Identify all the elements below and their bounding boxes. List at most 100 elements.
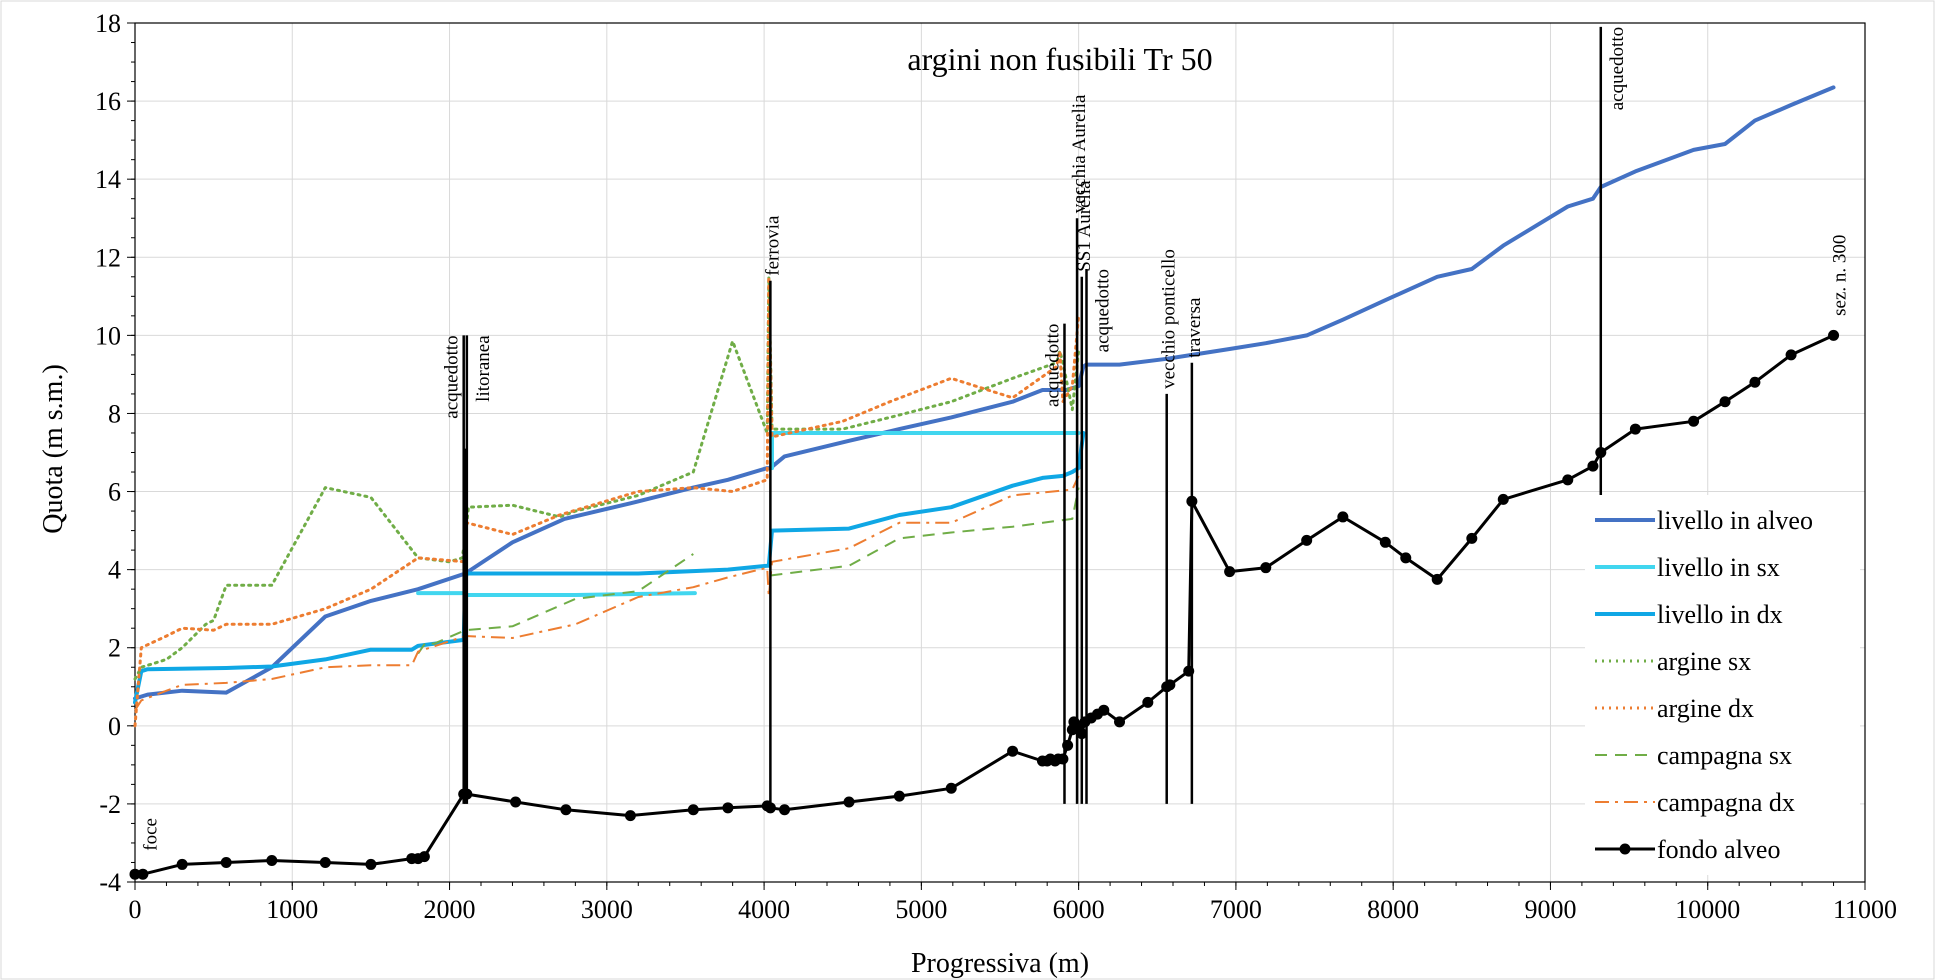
data-point-fondo-alveo	[1497, 493, 1509, 505]
data-point-fondo-alveo	[1224, 566, 1236, 578]
x-tick-label: 10000	[1675, 895, 1740, 924]
legend-label: livello in sx	[1657, 553, 1780, 582]
legend-background	[1585, 495, 1860, 875]
axis-layer: -4 -2 0 2 4 6 8 10 12 14 16 18 0 1000 2000 3000 4000 5000…	[95, 9, 1897, 924]
structure-marker-label: litoranea	[473, 335, 494, 402]
data-point-fondo-alveo	[176, 858, 188, 870]
x-tick-label: 4000	[738, 895, 790, 924]
annotation-label: foce	[140, 818, 161, 851]
data-point-fondo-alveo	[1466, 532, 1478, 544]
data-point-fondo-alveo	[1098, 704, 1110, 716]
structure-marker-label: vecchia Aurelia	[1069, 94, 1090, 213]
y-tick-label: 14	[95, 165, 121, 194]
structure-marker-label: acquedotto	[1607, 27, 1628, 110]
structure-marker-label: vecchio ponticello	[1159, 249, 1180, 389]
x-tick-label: 2000	[424, 895, 476, 924]
y-tick-label: -4	[99, 868, 121, 897]
data-point-fondo-alveo	[1629, 423, 1641, 435]
data-point-fondo-alveo	[220, 856, 232, 868]
data-point-fondo-alveo	[1379, 536, 1391, 548]
y-tick-label: 10	[95, 321, 121, 350]
data-point-fondo-alveo	[418, 851, 430, 863]
series-line-livello-in-sx	[770, 431, 1081, 471]
legend-label: livello in alveo	[1657, 506, 1813, 535]
x-tick-label: 6000	[1053, 895, 1105, 924]
legend-label: argine sx	[1657, 647, 1751, 676]
data-point-fondo-alveo	[365, 858, 377, 870]
data-point-fondo-alveo	[764, 802, 776, 814]
data-point-fondo-alveo	[779, 804, 791, 816]
data-point-fondo-alveo	[1431, 573, 1443, 585]
x-tick-label: 3000	[581, 895, 633, 924]
data-point-fondo-alveo	[1114, 716, 1126, 728]
data-point-fondo-alveo	[1749, 376, 1761, 388]
annotation-label: sez. n. 300	[1830, 235, 1851, 316]
series-line-livello-in-sx	[416, 591, 697, 597]
y-tick-label: 0	[108, 712, 121, 741]
x-tick-label: 7000	[1210, 895, 1262, 924]
data-point-fondo-alveo	[266, 855, 278, 867]
x-axis-title: Progressiva (m)	[911, 948, 1089, 979]
chart-title: argini non fusibili Tr 50	[907, 41, 1212, 77]
legend-label: argine dx	[1657, 694, 1754, 723]
marker-layer: acquedotto litoranea ferrovia acquedotto vec…	[442, 26, 1628, 804]
data-point-fondo-alveo	[687, 804, 699, 816]
y-tick-label: 18	[95, 9, 121, 38]
structure-marker-label: acquedotto	[1042, 324, 1063, 407]
data-point-fondo-alveo	[1562, 474, 1574, 486]
data-point-fondo-alveo	[319, 856, 331, 868]
structure-marker-label: SS1 Aurelia	[1074, 180, 1095, 272]
structure-marker-label: ferrovia	[762, 215, 783, 276]
y-tick-label: 8	[108, 399, 121, 428]
y-tick-label: -2	[99, 790, 121, 819]
legend-swatch-marker	[1619, 843, 1631, 855]
data-point-fondo-alveo	[1785, 349, 1797, 361]
legend-label: campagna dx	[1657, 788, 1795, 817]
series-line-argine-dx	[133, 275, 1081, 728]
data-point-fondo-alveo	[1337, 511, 1349, 523]
x-tick-label: 11000	[1833, 895, 1897, 924]
legend-label: campagna sx	[1657, 741, 1792, 770]
x-tick-label: 8000	[1367, 895, 1419, 924]
data-point-fondo-alveo	[1301, 534, 1313, 546]
y-tick-label: 2	[108, 634, 121, 663]
series-line-campagna-dx	[134, 475, 1080, 711]
legend: livello in alveo livello in sx livello in …	[1585, 495, 1860, 875]
data-point-fondo-alveo	[129, 868, 141, 880]
data-point-fondo-alveo	[1828, 329, 1840, 341]
data-point-fondo-alveo	[1057, 753, 1069, 765]
data-point-fondo-alveo	[843, 796, 855, 808]
data-point-fondo-alveo	[560, 804, 572, 816]
data-point-fondo-alveo	[1007, 745, 1019, 757]
data-point-fondo-alveo	[1260, 562, 1272, 574]
data-point-fondo-alveo	[722, 802, 734, 814]
series-line-argine-sx	[133, 275, 1081, 681]
series-line-campagna-sx	[770, 487, 1080, 577]
data-point-fondo-alveo	[137, 868, 149, 880]
series-line-campagna-sx	[417, 553, 694, 655]
data-point-fondo-alveo	[510, 796, 522, 808]
series-line-livello-in-dx	[133, 431, 1086, 705]
x-tick-label: 1000	[266, 895, 318, 924]
data-point-fondo-alveo	[1688, 415, 1700, 427]
y-tick-label: 12	[95, 243, 121, 272]
y-tick-label: 16	[95, 87, 121, 116]
structure-marker-label: acquedotto	[1093, 269, 1114, 352]
data-point-fondo-alveo	[1400, 552, 1412, 564]
y-tick-label: 4	[108, 556, 121, 585]
data-point-fondo-alveo	[1142, 696, 1154, 708]
y-tick-label: 6	[108, 478, 121, 507]
legend-label: fondo alveo	[1657, 835, 1780, 864]
structure-marker-label: traversa	[1184, 297, 1205, 358]
annotation-layer: foce sez. n. 300	[140, 235, 1850, 851]
legend-label: livello in dx	[1657, 600, 1783, 629]
structure-marker-label: acquedotto	[442, 335, 463, 418]
x-tick-label: 9000	[1524, 895, 1576, 924]
data-point-fondo-alveo	[945, 782, 957, 794]
data-point-fondo-alveo	[624, 810, 636, 822]
data-point-fondo-alveo	[893, 790, 905, 802]
x-tick-label: 0	[129, 895, 142, 924]
y-axis-title: Quota (m s.m.)	[38, 364, 69, 534]
